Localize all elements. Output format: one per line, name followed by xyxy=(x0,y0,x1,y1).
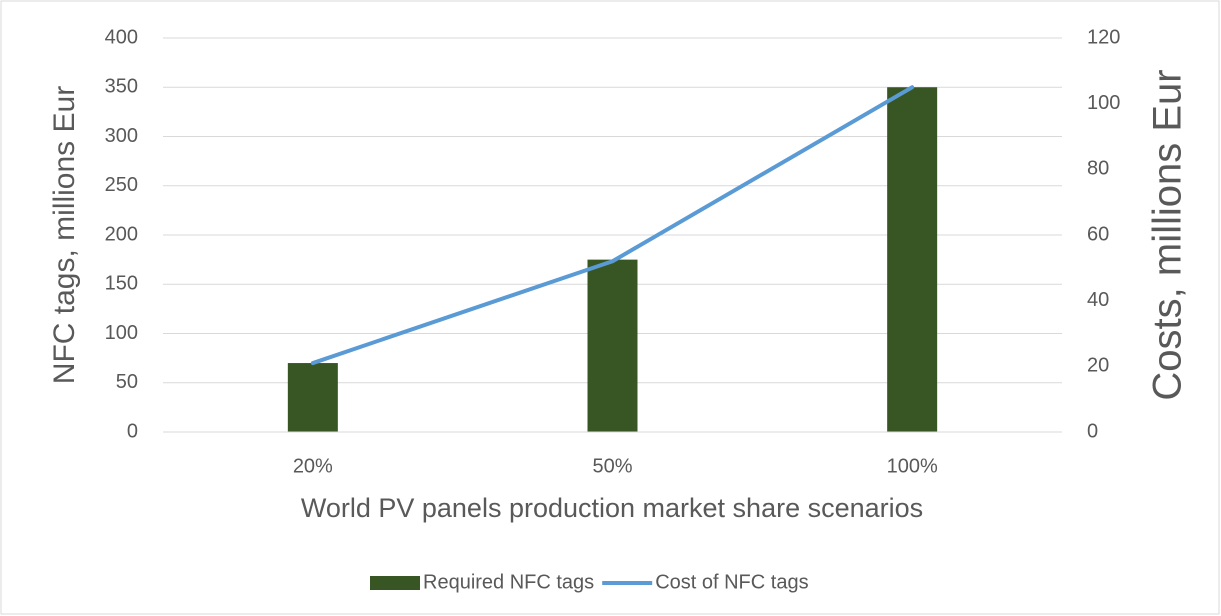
x-tick-label: 50% xyxy=(592,455,632,477)
y2-tick-label: 40 xyxy=(1087,289,1109,311)
y-tick-label: 100 xyxy=(105,322,138,344)
y2-tick-label: 120 xyxy=(1087,26,1120,48)
legend-label: Cost of NFC tags xyxy=(655,571,808,593)
y2-tick-label: 100 xyxy=(1087,92,1120,114)
y-tick-label: 200 xyxy=(105,223,138,245)
bar xyxy=(887,87,938,432)
y-tick-label: 350 xyxy=(105,76,138,98)
bar xyxy=(587,259,638,432)
y-tick-label: 0 xyxy=(127,420,138,442)
y2-axis-label: Costs, millions Eur xyxy=(1146,69,1190,400)
y-tick-label: 300 xyxy=(105,125,138,147)
y-tick-label: 250 xyxy=(105,174,138,196)
x-axis-label: World PV panels production market share … xyxy=(301,493,923,523)
x-tick-label: 100% xyxy=(887,455,938,477)
bar xyxy=(287,363,338,432)
legend-label: Required NFC tags xyxy=(423,571,594,593)
y-axis-label: NFC tags, millions Eur xyxy=(48,86,81,384)
y-tick-label: 50 xyxy=(116,371,138,393)
legend-swatch xyxy=(370,576,420,590)
y2-tick-label: 20 xyxy=(1087,355,1109,377)
y2-tick-label: 80 xyxy=(1087,158,1109,180)
y-tick-label: 400 xyxy=(105,26,138,48)
y-tick-label: 150 xyxy=(105,273,138,295)
y2-tick-label: 60 xyxy=(1087,223,1109,245)
x-tick-label: 20% xyxy=(293,455,333,477)
y2-tick-label: 0 xyxy=(1087,420,1098,442)
line xyxy=(310,85,915,366)
